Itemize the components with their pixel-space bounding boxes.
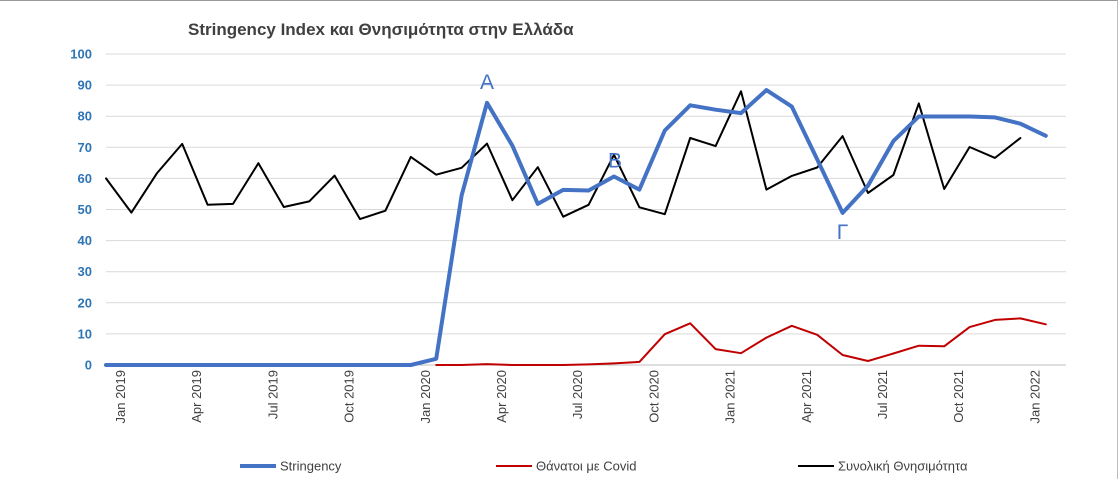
y-tick-label: 80 xyxy=(78,109,92,124)
x-tick-label: Jul 2019 xyxy=(265,370,280,419)
series-line-θα-νατοι-με-covid xyxy=(435,317,1047,366)
x-tick-label: Apr 2019 xyxy=(189,370,204,423)
legend-label: Stringency xyxy=(280,459,342,474)
x-tick-label: Apr 2021 xyxy=(799,370,814,423)
y-tick-label: 30 xyxy=(78,264,92,279)
legend-label: Θάνατοι με Covid xyxy=(536,459,636,474)
y-tick-label: 10 xyxy=(78,326,92,341)
legend-label: Συνολική Θνησιμότητα xyxy=(838,459,968,474)
x-tick-label: Apr 2020 xyxy=(494,370,509,423)
series-line-stringency xyxy=(104,88,1048,367)
x-tick-label: Jan 2020 xyxy=(418,370,433,424)
y-tick-label: 40 xyxy=(78,233,92,248)
x-tick-label: Jan 2021 xyxy=(723,370,738,424)
y-tick-label: 20 xyxy=(78,295,92,310)
annotation-label: Β xyxy=(608,150,622,173)
annotation-label: Α xyxy=(480,71,494,94)
y-tick-label: 70 xyxy=(78,140,92,155)
x-tick-label: Jul 2021 xyxy=(875,370,890,419)
x-tick-label: Oct 2020 xyxy=(646,370,661,423)
y-tick-label: 100 xyxy=(70,47,92,62)
annotation-label: Γ xyxy=(837,221,849,244)
y-tick-label: 0 xyxy=(85,358,92,373)
y-tick-label: 60 xyxy=(78,171,92,186)
y-tick-label: 90 xyxy=(78,78,92,93)
x-tick-label: Jan 2022 xyxy=(1027,370,1042,424)
x-tick-label: Oct 2021 xyxy=(951,370,966,423)
chart-title: Stringency Index και Θνησιμότητα στην Ελ… xyxy=(188,20,574,39)
x-tick-label: Jan 2019 xyxy=(113,370,128,424)
x-tick-label: Oct 2019 xyxy=(342,370,357,423)
y-tick-label: 50 xyxy=(78,202,92,217)
x-tick-label: Jul 2020 xyxy=(570,370,585,419)
